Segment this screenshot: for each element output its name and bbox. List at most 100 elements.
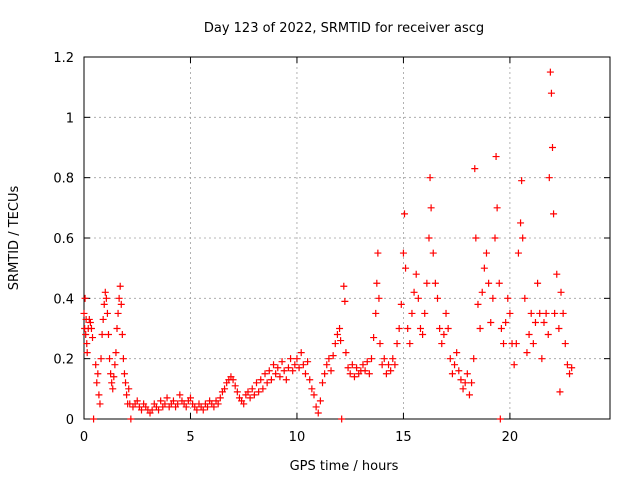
data-point	[122, 379, 130, 387]
data-point	[476, 325, 484, 332]
data-point	[431, 279, 439, 287]
data-point	[553, 270, 561, 278]
data-point	[336, 325, 344, 332]
data-point	[282, 376, 290, 384]
data-point	[107, 370, 115, 378]
data-point	[98, 331, 106, 339]
data-point	[457, 376, 465, 384]
data-point	[272, 370, 280, 378]
data-point	[103, 309, 111, 317]
data-point	[274, 364, 282, 372]
data-point	[556, 388, 564, 396]
data-point	[540, 318, 548, 326]
data-point	[319, 379, 327, 387]
data-point	[295, 364, 303, 372]
data-point	[546, 68, 554, 76]
data-point	[444, 325, 452, 332]
y-axis-label: SRMTID / TECUs	[7, 186, 22, 291]
data-point	[342, 349, 350, 357]
data-point	[293, 355, 301, 363]
data-point	[471, 165, 479, 173]
data-point	[517, 219, 525, 227]
data-point	[376, 340, 384, 348]
data-point	[120, 370, 128, 378]
data-point	[375, 294, 383, 302]
data-point	[506, 309, 514, 317]
y-tick-label: 0.2	[53, 353, 74, 368]
data-point	[323, 361, 331, 369]
grid-lines	[84, 57, 610, 419]
data-point	[389, 355, 397, 363]
data-point	[518, 177, 526, 185]
data-point	[353, 364, 361, 372]
data-point	[101, 288, 109, 296]
data-point	[455, 367, 463, 375]
data-point	[393, 340, 401, 348]
x-tick-label: 0	[80, 430, 88, 445]
data-point	[547, 89, 555, 97]
data-point	[297, 349, 305, 357]
data-point	[414, 294, 422, 302]
data-point	[96, 400, 104, 408]
data-point	[95, 391, 103, 399]
data-point	[278, 358, 286, 366]
data-point	[148, 406, 156, 414]
data-point	[108, 379, 116, 387]
data-point	[542, 309, 550, 317]
data-point	[374, 249, 382, 257]
data-point	[233, 388, 241, 396]
data-point	[182, 403, 190, 411]
data-point	[231, 382, 239, 390]
data-point	[199, 406, 207, 414]
data-point	[489, 294, 497, 302]
data-point	[568, 364, 576, 372]
data-point	[478, 288, 486, 296]
data-point	[510, 361, 518, 369]
data-point	[86, 318, 94, 326]
data-point	[463, 370, 471, 378]
data-point	[519, 234, 527, 242]
data-point	[427, 204, 435, 212]
data-point	[531, 318, 539, 326]
data-point	[373, 279, 381, 287]
data-point	[534, 279, 542, 287]
data-point	[419, 331, 427, 339]
x-tick-label: 5	[186, 430, 194, 445]
data-point	[378, 361, 386, 369]
data-point	[474, 300, 482, 308]
data-point	[261, 370, 269, 378]
data-point	[255, 388, 263, 396]
data-point	[161, 400, 169, 408]
data-point	[412, 270, 420, 278]
x-tick-label: 10	[289, 430, 306, 445]
data-point	[304, 358, 312, 366]
data-point	[387, 367, 395, 375]
data-point	[521, 294, 529, 302]
data-point	[341, 297, 349, 305]
data-point	[480, 264, 488, 272]
data-point	[391, 361, 399, 369]
data-point	[544, 331, 552, 339]
data-point	[106, 355, 114, 363]
data-point	[442, 309, 450, 317]
plot-frame	[83, 56, 611, 420]
data-point	[163, 394, 171, 402]
x-axis-label: GPS time / hours	[290, 459, 399, 474]
data-point	[502, 318, 510, 326]
data-point	[482, 249, 490, 257]
data-point	[204, 403, 212, 411]
data-point	[493, 204, 501, 212]
data-point	[406, 340, 414, 348]
data-point	[314, 409, 322, 417]
data-point	[512, 340, 520, 348]
data-point	[423, 279, 431, 287]
data-point	[529, 340, 537, 348]
data-point	[174, 400, 182, 408]
data-point	[186, 394, 194, 402]
data-point	[263, 379, 271, 387]
data-point	[559, 309, 567, 317]
data-point	[468, 379, 476, 387]
data-point	[137, 406, 145, 414]
data-point	[276, 373, 284, 381]
